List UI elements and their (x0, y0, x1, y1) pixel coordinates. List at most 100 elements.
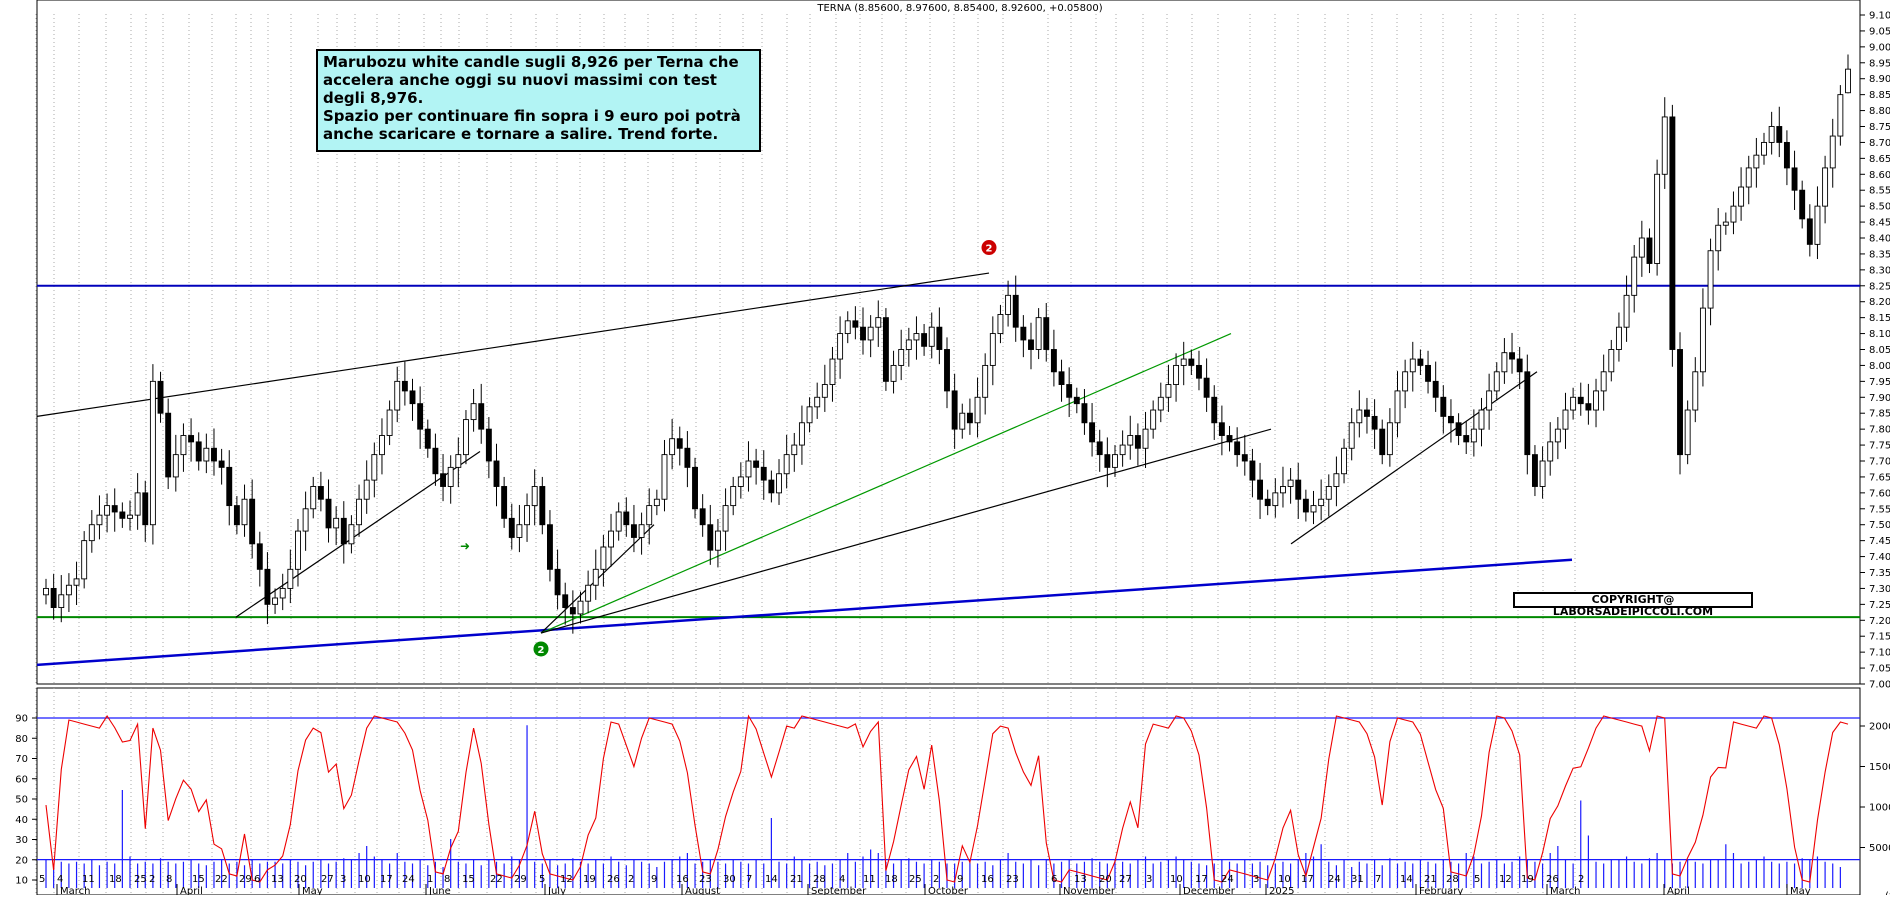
x-tick-label: 18 (109, 874, 122, 885)
x-tick-label: 5 (39, 874, 45, 885)
x-tick-label: 15 (192, 874, 205, 885)
candle-up (1554, 428, 1561, 443)
candle (333, 506, 340, 546)
candle-down (630, 524, 637, 538)
candle-down (1081, 403, 1088, 424)
candle-down (1104, 454, 1111, 468)
candle (837, 316, 844, 379)
candle-up (1593, 390, 1599, 411)
candle-up (1562, 409, 1569, 430)
candle-up (1745, 167, 1752, 188)
candle-up (1814, 205, 1821, 245)
candle-down (1073, 396, 1080, 405)
x-tick-label: 4 (57, 874, 63, 885)
candle (1173, 353, 1180, 402)
candle (1478, 397, 1485, 447)
candle-up (1631, 256, 1638, 296)
candle (1531, 445, 1538, 497)
candle (722, 488, 729, 551)
candle-up (737, 476, 744, 487)
candle-up (295, 530, 301, 570)
candle-down (478, 403, 485, 430)
x-tick-label: 17 (1301, 874, 1314, 885)
candle-up (172, 454, 179, 478)
candle-up (829, 358, 836, 385)
candle-up (1715, 224, 1722, 252)
trendline (36, 558, 1573, 667)
candle-down (539, 486, 546, 526)
candle (1119, 430, 1126, 467)
candle (1761, 132, 1767, 165)
candle (379, 418, 385, 475)
candle (753, 448, 760, 485)
candle (1196, 350, 1202, 391)
candle-down (111, 505, 118, 513)
candle-up (913, 333, 920, 341)
candle (1134, 423, 1141, 466)
candle-up (615, 511, 622, 532)
candle (661, 439, 668, 512)
candle-up (1119, 444, 1126, 456)
candle (1142, 411, 1149, 469)
candle-down (1776, 126, 1783, 143)
candle (1509, 332, 1515, 374)
analysis-note: Marubozu white candle sugli 8,926 per Te… (316, 49, 761, 152)
candle-up (997, 314, 1004, 335)
candle (1845, 54, 1851, 94)
candle (165, 398, 172, 490)
candle-up (722, 505, 729, 532)
candle-up (1157, 396, 1164, 411)
candle-down (1425, 364, 1431, 382)
candle (860, 307, 866, 355)
candle-up (524, 505, 530, 526)
y-tick-label: 8.20 (1869, 297, 1890, 308)
y-tick-label: 9.05 (1869, 26, 1890, 37)
candle (913, 316, 920, 360)
candle (88, 510, 95, 553)
candle-down (554, 568, 561, 596)
x-tick-label: 4 (839, 874, 845, 885)
candle-up (1127, 435, 1134, 446)
x-tick-label: 24 (1221, 874, 1234, 885)
month-label: June (428, 886, 451, 895)
candle-up (1150, 409, 1157, 430)
x-tick-label: 23 (699, 874, 712, 885)
candle (356, 484, 363, 537)
candle-down (966, 412, 973, 424)
candle (1486, 373, 1493, 430)
candle-down (249, 498, 256, 545)
candle-down (676, 438, 683, 449)
candle-up (814, 396, 821, 408)
candle (1447, 399, 1454, 443)
osc-tick-label: 70 (15, 754, 28, 765)
candle (944, 337, 950, 409)
y-tick-label: 7.60 (1869, 488, 1890, 499)
x-tick-label: 11 (82, 874, 95, 885)
candle-up (394, 380, 401, 411)
candle-down (1089, 422, 1096, 443)
candle-down (1364, 409, 1370, 417)
candle-up (279, 587, 286, 599)
candle-up (1165, 384, 1172, 398)
candle (562, 582, 569, 625)
candle-down (157, 380, 164, 414)
candle-up (104, 505, 111, 516)
candle-up (1035, 317, 1042, 350)
candle (478, 383, 485, 444)
candle (692, 457, 698, 519)
y-tick-label: 8.05 (1869, 345, 1890, 356)
candle-down (1302, 498, 1309, 513)
candle-down (1134, 435, 1141, 449)
candle (1150, 400, 1157, 439)
candle-up (470, 403, 477, 421)
candle-down (569, 607, 576, 615)
candle (646, 488, 653, 545)
candle-up (1539, 460, 1546, 487)
candle (1814, 186, 1821, 260)
candle-up (1730, 205, 1737, 223)
candle (279, 573, 286, 611)
candle (50, 573, 57, 620)
candle (1188, 349, 1195, 375)
candle (508, 503, 515, 550)
x-tick-label: 28 (813, 874, 826, 885)
